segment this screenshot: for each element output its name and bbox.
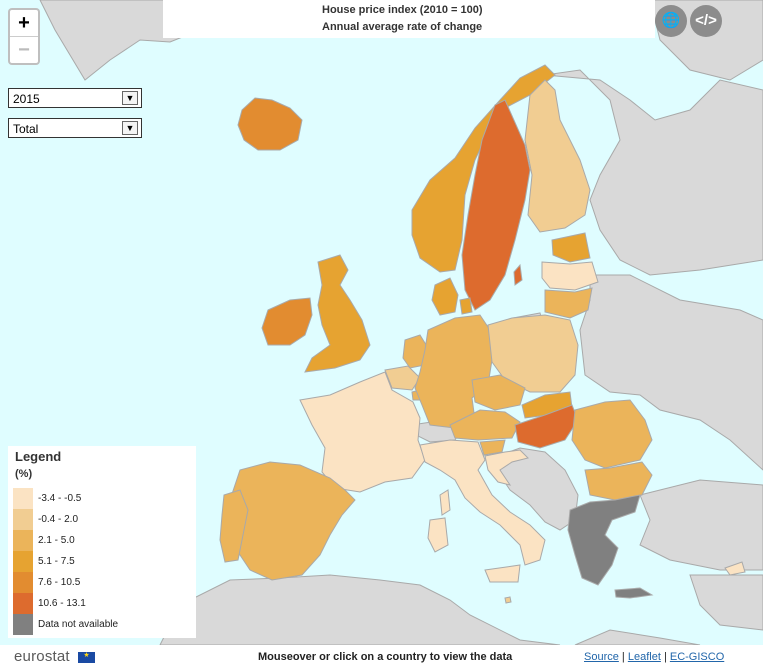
country-latvia [541,261,599,291]
country-slovenia [479,439,506,456]
legend-unit: (%) [15,468,33,480]
link-separator: | [621,651,625,663]
country-denmark [431,277,459,316]
legend-item: 7.6 - 10.5 [13,572,193,593]
legend-item: -3.4 - -0.5 [13,488,193,509]
eurostat-logo: eurostat [14,648,70,665]
legend-swatch [13,488,33,509]
legend-item: 10.6 - 13.1 [13,593,193,614]
eu-flag-icon: ★ [78,652,95,663]
legend-label: 7.6 - 10.5 [38,577,81,588]
legend-swatch [13,551,33,572]
country-greece-crete [614,587,654,599]
country-united-kingdom [304,254,371,373]
legend-item: 2.1 - 5.0 [13,530,193,551]
legend-swatch [13,593,33,614]
legend-label: Data not available [38,619,119,630]
legend-label: 5.1 - 7.5 [38,556,75,567]
map-subtitle: Annual average rate of change [322,21,483,33]
country-ireland [261,297,313,346]
ec-gisco-link[interactable]: EC-GISCO [669,651,725,663]
year-select-value: 2015 [13,92,40,106]
legend: Legend (%) -3.4 - -0.5 -0.4 - 2.0 2.1 - … [8,446,196,638]
country-sweden [461,99,531,311]
country-finland [524,79,591,233]
link-separator: | [663,651,667,663]
country-france-corsica [439,489,451,516]
zoom-control: + − [8,8,40,65]
map-title-panel: House price index (2010 = 100) Annual av… [163,0,655,38]
legend-swatch [13,614,33,635]
chevron-down-icon: ▼ [122,121,138,135]
globe-icon[interactable]: 🌐 [655,5,687,37]
legend-item: -0.4 - 2.0 [13,509,193,530]
zoom-in-button[interactable]: + [18,12,30,34]
country-croatia [484,449,529,486]
country-italy-sicily [484,564,521,583]
legend-item: 5.1 - 7.5 [13,551,193,572]
country-italy [419,439,546,566]
legend-swatch [13,530,33,551]
year-select[interactable]: 2015 ▼ [8,88,142,108]
legend-label: 2.1 - 5.0 [38,535,75,546]
category-select[interactable]: Total ▼ [8,118,142,138]
legend-label: -3.4 - -0.5 [38,493,82,504]
country-cyprus [724,561,746,576]
country-poland [487,314,579,393]
country-portugal [219,489,249,563]
legend-label: -0.4 - 2.0 [38,514,79,525]
source-link[interactable]: Source [584,651,619,663]
zoom-out-button[interactable]: − [10,36,38,63]
footer-bar: eurostat ★ Mouseover or click on a count… [0,645,763,667]
country-hungary [514,404,579,449]
non-eu-land [39,0,763,646]
country-sweden-gotland [513,263,523,286]
chevron-down-icon: ▼ [122,91,138,105]
map-title: House price index (2010 = 100) [322,4,483,16]
legend-label: 10.6 - 13.1 [38,598,86,609]
country-romania [571,399,653,469]
eu-countries [219,64,746,604]
country-iceland [237,97,303,151]
legend-swatch [13,572,33,593]
country-malta [504,596,512,604]
footer-message: Mouseover or click on a country to view … [258,651,513,663]
country-czechia [471,374,526,411]
legend-swatch [13,509,33,530]
legend-title: Legend [15,449,62,464]
leaflet-link[interactable]: Leaflet [627,651,661,663]
country-denmark-zealand [459,297,473,315]
country-estonia [551,232,591,263]
category-select-value: Total [13,122,39,136]
country-greece [567,494,641,586]
country-italy-sardinia [427,517,449,553]
country-bulgaria [584,461,653,501]
country-lithuania [544,287,593,319]
embed-code-icon[interactable]: </> [690,5,722,37]
legend-item: Data not available [13,614,193,635]
footer-links: Source | Leaflet | EC-GISCO [584,651,724,663]
